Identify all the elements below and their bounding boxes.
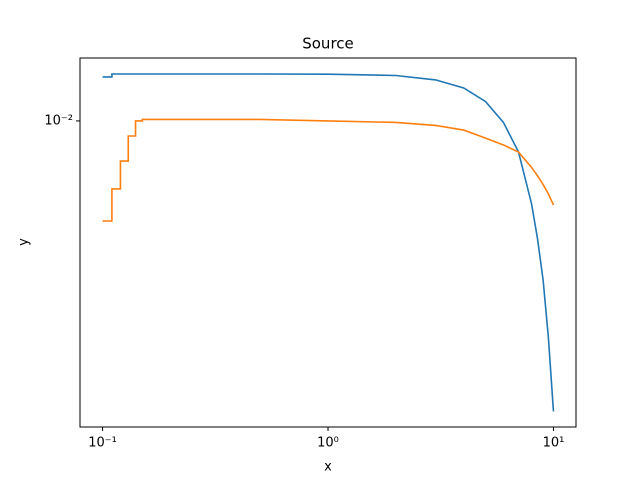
series-line bbox=[102, 73, 555, 412]
x-tick-label: 10¹ bbox=[543, 436, 565, 451]
y-tick-label: 10⁻² bbox=[44, 113, 73, 128]
chart-title: Source bbox=[302, 35, 354, 53]
plot-area bbox=[102, 73, 555, 412]
x-tick-label: 10⁻¹ bbox=[88, 436, 117, 451]
x-axis-label: x bbox=[324, 460, 332, 475]
y-axis-label: y bbox=[17, 238, 32, 246]
x-tick-label: 10⁰ bbox=[317, 436, 339, 451]
series-line bbox=[102, 118, 555, 222]
